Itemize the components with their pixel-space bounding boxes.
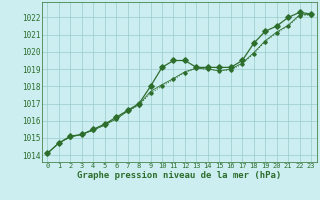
X-axis label: Graphe pression niveau de la mer (hPa): Graphe pression niveau de la mer (hPa) — [77, 171, 281, 180]
